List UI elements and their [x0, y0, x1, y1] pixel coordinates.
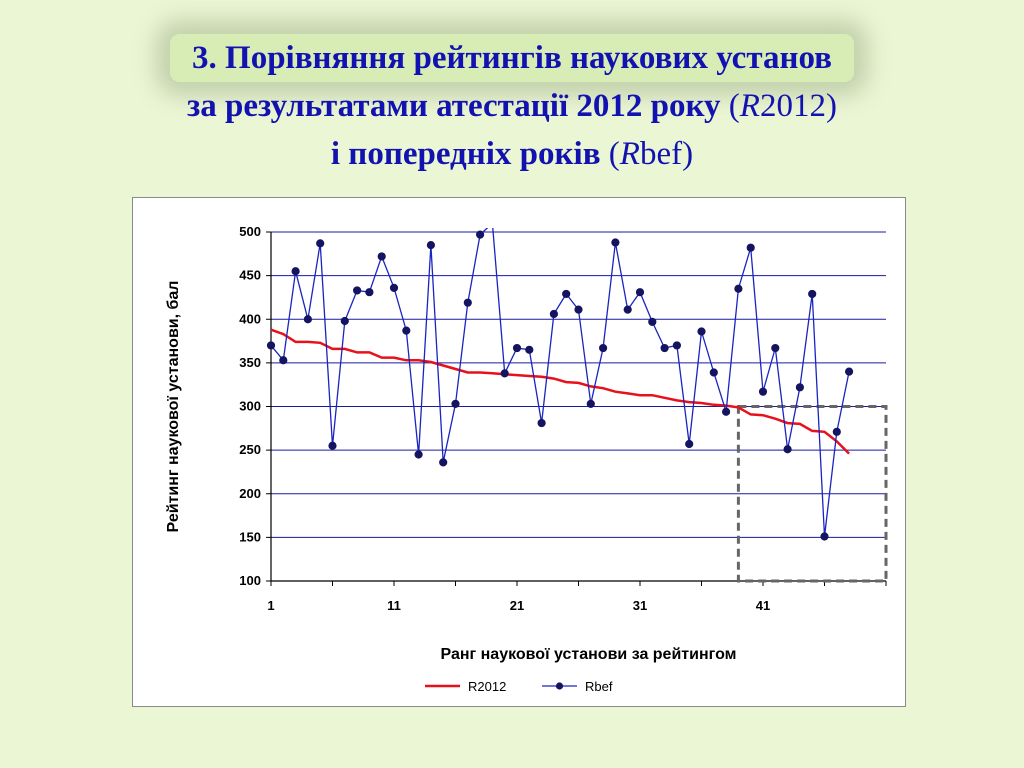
x-tick-label: 31	[633, 598, 647, 613]
point-rbef	[291, 267, 300, 276]
y-tick-label: 300	[239, 399, 261, 414]
y-tick-label: 150	[239, 529, 261, 544]
x-tick-label: 1	[267, 598, 274, 613]
point-rbef	[722, 407, 731, 416]
x-tick-label: 21	[510, 598, 524, 613]
point-rbef	[353, 286, 362, 295]
title-line-1: 3. Порівняння рейтингів наукових установ	[170, 34, 854, 82]
point-rbef	[660, 343, 669, 353]
chart-frame: 100 150 200 250 300 350 400 450 500 1 11 21 31 41 Ранг…	[132, 197, 906, 707]
point-rbef	[685, 439, 694, 449]
slide-title: 3. Порівняння рейтингів наукових установ…	[0, 34, 1024, 178]
point-rbef	[512, 343, 522, 353]
y-tick-label: 400	[239, 311, 261, 326]
point-rbef	[599, 343, 608, 353]
point-rbef	[365, 288, 374, 297]
title-line-3: і попередніх років (Rbef)	[0, 130, 1024, 178]
title-line-3-italic: R	[619, 136, 640, 172]
point-rbef	[820, 532, 829, 541]
title-line-2-italic: R	[739, 88, 760, 124]
y-tick-label: 450	[239, 268, 261, 283]
point-rbef	[771, 343, 780, 353]
point-rbef	[758, 387, 768, 396]
plot-area	[266, 220, 854, 541]
point-rbef	[463, 298, 472, 307]
point-rbef	[611, 238, 620, 247]
point-rbef	[746, 243, 755, 252]
x-axis-title: Ранг наукової установи за рейтингом	[441, 646, 737, 663]
title-line-3-rest: bef)	[639, 136, 694, 172]
point-rbef	[562, 289, 571, 299]
point-rbef	[389, 283, 399, 292]
point-rbef	[537, 418, 546, 428]
legend-marker-rbef	[555, 682, 564, 690]
point-rbef	[316, 239, 325, 248]
point-rbef	[672, 341, 682, 350]
title-line-2-paren: (	[720, 88, 740, 124]
point-rbef	[500, 369, 509, 378]
title-line-2-text: за результатами атестації 2012 року	[187, 88, 721, 124]
point-rbef	[525, 345, 534, 354]
point-rbef	[697, 327, 706, 336]
point-rbef	[832, 427, 841, 436]
point-rbef	[439, 458, 448, 467]
y-tick-label: 500	[239, 224, 261, 239]
point-rbef	[451, 399, 460, 408]
point-rbef	[377, 252, 386, 261]
point-rbef	[845, 367, 854, 376]
point-rbef	[783, 445, 792, 454]
title-line-2: за результатами атестації 2012 року (R20…	[0, 82, 1024, 130]
point-rbef	[808, 289, 817, 299]
point-rbef	[574, 305, 583, 314]
point-rbef	[279, 356, 288, 365]
point-rbef	[328, 441, 337, 450]
point-rbef	[734, 284, 743, 293]
point-rbef	[586, 399, 595, 408]
point-rbef	[489, 220, 496, 227]
y-tick-label: 250	[239, 442, 261, 457]
point-rbef	[623, 305, 632, 314]
y-tick-label: 200	[239, 486, 261, 501]
point-rbef	[635, 288, 645, 297]
point-rbef	[549, 309, 558, 319]
series-line-r2012	[270, 328, 850, 455]
legend-label-r2012: R2012	[468, 679, 506, 694]
highlight-box	[736, 405, 888, 583]
point-rbef	[266, 341, 276, 350]
point-rbef	[402, 326, 411, 335]
point-rbef	[303, 315, 312, 324]
point-rbef	[476, 230, 485, 239]
point-rbef	[426, 240, 435, 250]
x-tick-label: 41	[756, 598, 770, 613]
y-tick-label: 100	[239, 573, 261, 588]
point-rbef	[414, 450, 423, 459]
point-rbef	[795, 383, 805, 392]
title-line-2-rest: 2012)	[759, 88, 837, 124]
y-tick-label: 350	[239, 355, 261, 370]
x-tick-label: 11	[387, 598, 401, 613]
point-rbef	[340, 316, 349, 326]
legend-label-rbef: Rbef	[585, 679, 613, 694]
point-rbef	[648, 317, 657, 326]
title-line-3-text: і попередніх років	[330, 136, 601, 172]
point-rbef	[709, 368, 718, 377]
y-axis-title: Рейтинг наукової установи, бал	[165, 281, 182, 533]
title-line-3-paren: (	[600, 136, 620, 172]
